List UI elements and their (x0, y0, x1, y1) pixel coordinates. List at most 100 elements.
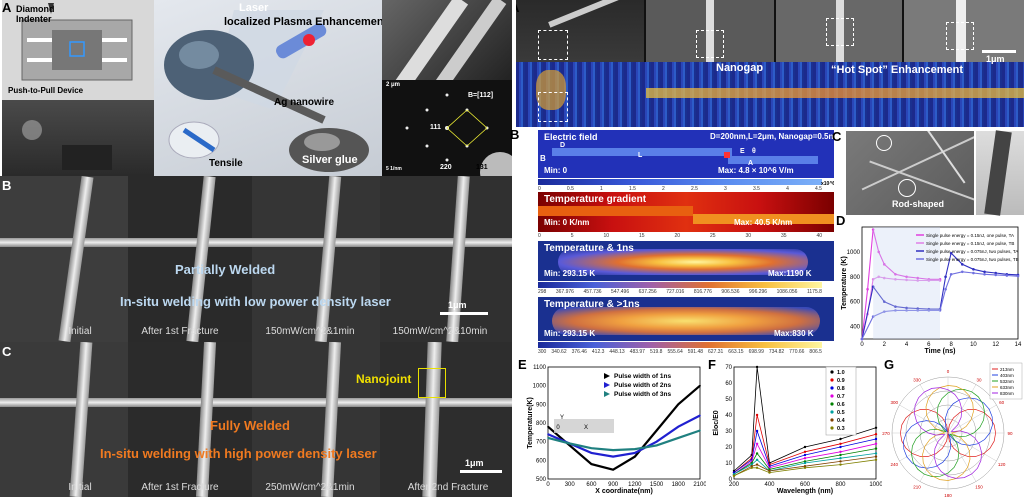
data-point (983, 270, 986, 274)
x-tick-label: 0 (546, 482, 550, 488)
polar-angle-label: 30 (976, 377, 982, 382)
tg-title: Temperature gradient (544, 194, 647, 205)
data-point (874, 426, 878, 429)
legend-entry: 633nm (1000, 385, 1014, 390)
ef-params: D=200nm,L=2μm, Nanogap=0.5nm (710, 132, 834, 141)
tensile-sem-image (2, 100, 154, 176)
hotspot-label: “Hot Spot” Enhancement (831, 64, 964, 76)
data-point (839, 453, 842, 457)
panel-d: D 0 2 4 6 8 10 12 14 400 600 800 1000 Time (ns) Tempe… (834, 213, 1024, 357)
polar-series (911, 389, 985, 477)
legend-entry: Pulse width of 2ns (614, 382, 671, 389)
panel-b-right-label: B (510, 127, 520, 142)
ef-multiplier: x10^6 (821, 181, 836, 187)
t2-max: Max:830 K (774, 329, 814, 338)
legend-marker (830, 386, 834, 390)
temp-gt1ns-sim: Temperature & >1ns Min: 293.15 K Max:830… (538, 297, 834, 341)
data-point (839, 463, 842, 466)
data-point (960, 270, 964, 274)
nanogap-label: Nanogap (716, 62, 764, 74)
series-line (547, 384, 701, 471)
polar-spoke (919, 384, 949, 434)
data-point (866, 287, 869, 291)
polar-series (922, 385, 974, 481)
polar-series (903, 397, 993, 469)
data-point (916, 276, 920, 280)
y-axis-label: Eloc/E0 (713, 410, 720, 435)
data-point (960, 263, 964, 266)
scale-bar-c (460, 470, 502, 473)
ef-lbl-a: A (748, 160, 754, 167)
caption-c-3: 250mW/cm^2&1min (265, 482, 355, 493)
data-point (927, 309, 931, 312)
ef-lbl-d: D (560, 142, 566, 149)
tem-closeup (976, 130, 1024, 216)
data-point (634, 448, 636, 450)
t1-min: Min: 293.15 K (544, 269, 596, 278)
data-point (882, 276, 886, 280)
t1-title: Temperature & 1ns (544, 243, 634, 254)
y-tick-label: 800 (850, 275, 861, 281)
legend-marker (830, 370, 834, 374)
legend-entry: 532nm (1000, 379, 1014, 384)
data-point (860, 337, 864, 341)
t2-min: Min: 293.15 K (544, 329, 596, 338)
laser-schematic-svg (164, 10, 369, 172)
data-point (755, 365, 759, 369)
insitu-low-label: In-situ welding with low power density l… (120, 294, 391, 309)
legend-entry: 1.0 (837, 370, 845, 376)
panel-a-left: Diamond Indenter Push-to-Pull Device A L… (0, 0, 512, 176)
x-tick-label: 8 (949, 342, 953, 348)
panel-e: E 0 300 600 900 1200 1500 1800 2100 500 600 700 800… (516, 357, 706, 497)
caption-c-2: After 1st Fracture (141, 482, 219, 493)
polar-angle-label: 60 (999, 400, 1005, 405)
diff-131: 131 (476, 164, 488, 171)
data-point (983, 272, 986, 276)
data-point (916, 307, 920, 310)
data-point (882, 300, 886, 303)
x-tick-label: 1800 (672, 482, 686, 488)
polar-angle-label: 300 (891, 400, 899, 405)
data-point (755, 463, 759, 466)
data-point (699, 384, 701, 387)
diamond-indenter-label: Diamond Indenter (16, 4, 55, 24)
x-tick-label: 6 (927, 342, 931, 348)
panel-c-right-label: C (832, 129, 842, 144)
legend-entry: Single pulse energy = 0.075nJ, two pulse… (926, 249, 1018, 254)
panel-b-left-label: B (2, 178, 12, 193)
polar-spoke (899, 404, 949, 434)
y-axis-label: Temperature (K) (841, 256, 848, 310)
legend-marker (830, 394, 834, 398)
data-point (871, 315, 875, 318)
x-axis-label: Wavelength (nm) (777, 488, 833, 495)
data-point (803, 461, 807, 465)
inset-nanowire (554, 419, 614, 433)
nanojoint-box (418, 368, 446, 398)
inset-origin-label: 0 (556, 425, 560, 431)
ef-lbl-b: B (540, 154, 546, 163)
panel-b-right: B Electric field D=200nm,L=2μm, Nanogap=… (510, 127, 836, 357)
legend-marker (604, 373, 610, 379)
diff-scale: 5 1/nm (386, 166, 402, 172)
push-to-pull-label: Push-to-Pull Device (8, 86, 84, 95)
x-tick-label: 10 (970, 342, 977, 348)
data-point (568, 442, 571, 445)
inset-y-label: Y (560, 415, 564, 421)
scale-bar-b-label: 1μm (448, 300, 467, 310)
data-point (568, 444, 571, 447)
data-point (894, 277, 897, 281)
x-tick-label: 14 (1015, 342, 1022, 348)
y-tick-label: 20 (725, 445, 732, 451)
panel-b-left: B Partially Welded In-situ welding with … (0, 176, 512, 342)
scale-bar-b (440, 312, 488, 315)
diff-zone-axis: B=[112] (468, 92, 494, 99)
panel-e-label: E (518, 357, 527, 372)
plasma-enhancement-label: localized Plasma Enhancement (224, 16, 382, 28)
t1-colorbar (538, 282, 822, 288)
y-tick-label: 0 (729, 477, 733, 483)
data-point (894, 309, 897, 312)
plot-frame (733, 366, 877, 480)
series-line (861, 252, 1019, 340)
data-point (590, 463, 593, 465)
data-point (905, 306, 908, 310)
